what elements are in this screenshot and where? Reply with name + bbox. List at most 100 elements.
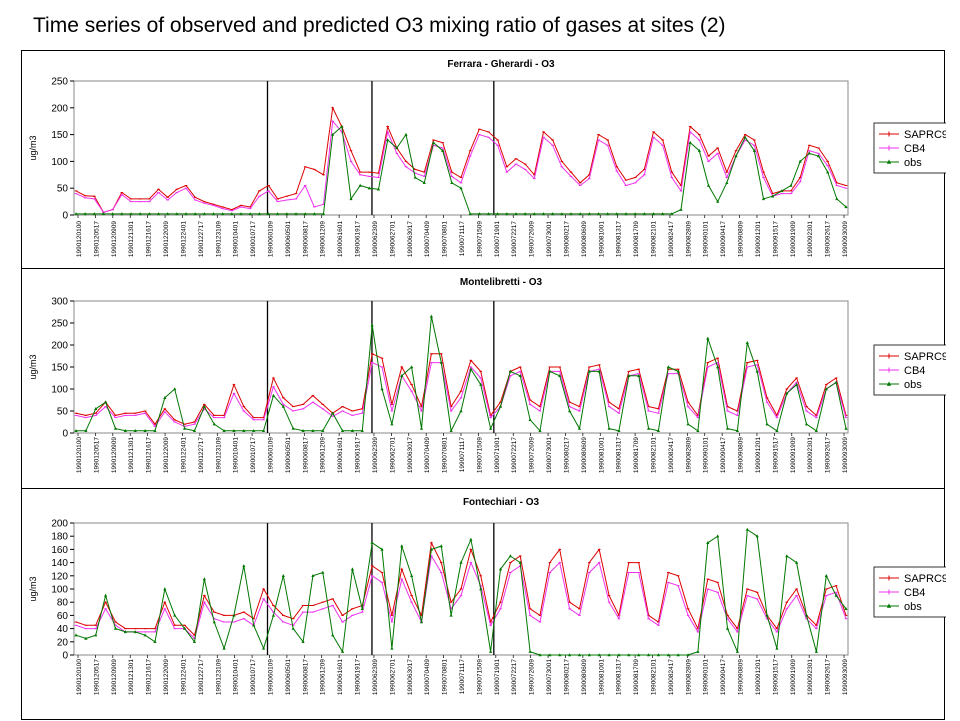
data-point bbox=[725, 626, 730, 630]
x-tick-label: 1990070409 bbox=[424, 221, 431, 258]
data-point bbox=[656, 429, 661, 432]
x-tick-label: 1990010401 bbox=[233, 437, 240, 474]
data-point bbox=[123, 630, 127, 634]
data-point bbox=[182, 626, 187, 630]
legend-label: obs bbox=[904, 601, 922, 613]
data-point bbox=[597, 653, 601, 657]
data-point bbox=[541, 212, 546, 216]
data-point bbox=[752, 148, 756, 152]
data-point bbox=[211, 212, 216, 216]
data-point bbox=[281, 404, 285, 408]
data-point bbox=[202, 212, 206, 216]
x-tick-label: 1990121617 bbox=[146, 659, 153, 696]
data-point bbox=[508, 554, 512, 558]
legend: SAPRC90 CB4 obs bbox=[873, 566, 946, 618]
x-tick-label: 1990071901 bbox=[494, 437, 501, 474]
data-point bbox=[505, 212, 509, 216]
x-tick-label: 1990093009 bbox=[842, 437, 849, 474]
x-tick-label: 1990122717 bbox=[198, 221, 205, 258]
y-tick-label: 100 bbox=[51, 385, 68, 396]
data-point bbox=[804, 613, 809, 617]
chart-ferrara: Ferrara - Gherardi - O3 0 50 100 150 200 250 ug… bbox=[28, 59, 946, 258]
data-point bbox=[666, 653, 670, 657]
data-point bbox=[735, 429, 740, 432]
x-tick-label: 1990060501 bbox=[285, 221, 292, 258]
data-point bbox=[567, 653, 572, 657]
x-tick-label: 1990090417 bbox=[720, 659, 727, 696]
data-point bbox=[716, 534, 720, 538]
data-point bbox=[104, 400, 108, 404]
data-point bbox=[558, 374, 562, 377]
data-point bbox=[173, 613, 177, 617]
data-point bbox=[252, 429, 256, 432]
data-point bbox=[642, 212, 646, 216]
data-point bbox=[558, 653, 562, 657]
data-point bbox=[798, 159, 802, 163]
x-tick-label: 1990120100 bbox=[76, 437, 83, 474]
data-point bbox=[780, 189, 784, 193]
data-point bbox=[390, 646, 394, 650]
data-point bbox=[138, 212, 142, 216]
data-point bbox=[281, 574, 285, 577]
data-point bbox=[271, 613, 276, 617]
data-point bbox=[232, 429, 236, 432]
x-tick-label: 1990091201 bbox=[755, 221, 762, 258]
x-tick-label: 1990090417 bbox=[720, 221, 727, 258]
x-tick-label: 1990090809 bbox=[738, 437, 745, 474]
x-tick-label: 1990081001 bbox=[598, 221, 605, 258]
x-tick-label: 1990092301 bbox=[807, 659, 814, 696]
data-point bbox=[596, 212, 601, 216]
data-point bbox=[358, 183, 362, 187]
data-point bbox=[321, 212, 326, 216]
x-tick-label: 1990080609 bbox=[581, 437, 588, 474]
series-obs bbox=[74, 314, 848, 433]
data-point bbox=[498, 567, 503, 571]
data-point bbox=[410, 365, 414, 369]
x-tick-label: 1990092617 bbox=[825, 437, 832, 474]
data-point bbox=[147, 212, 151, 216]
data-point bbox=[367, 186, 371, 190]
x-tick-label: 1990080609 bbox=[581, 221, 588, 258]
data-point bbox=[765, 422, 769, 426]
x-tick-label: 1990072217 bbox=[511, 221, 518, 258]
y-tick-label: 20 bbox=[57, 637, 69, 648]
data-point bbox=[222, 429, 226, 432]
data-point bbox=[489, 649, 493, 653]
x-tick-label: 1990120100 bbox=[76, 221, 83, 258]
data-point bbox=[350, 429, 355, 432]
y-tick-label: 250 bbox=[51, 77, 68, 88]
data-point bbox=[706, 183, 711, 187]
x-tick-label: 1990091909 bbox=[790, 437, 797, 474]
y-tick-label: 0 bbox=[62, 429, 68, 440]
data-point bbox=[795, 382, 799, 386]
x-tick-label: 1990122009 bbox=[163, 221, 170, 258]
data-point bbox=[301, 429, 305, 432]
data-point bbox=[725, 181, 729, 185]
x-tick-label: 1990081317 bbox=[616, 437, 623, 474]
data-point bbox=[321, 570, 325, 574]
x-tick-label: 1990122009 bbox=[163, 437, 170, 474]
x-tick-label: 1990090417 bbox=[720, 437, 727, 474]
data-point bbox=[627, 653, 631, 657]
data-point bbox=[656, 653, 661, 657]
data-point bbox=[479, 587, 483, 591]
data-point bbox=[311, 429, 315, 432]
data-point bbox=[676, 369, 680, 373]
x-tick-label: 1990062309 bbox=[372, 437, 379, 474]
data-point bbox=[725, 426, 730, 430]
data-point bbox=[459, 560, 463, 564]
x-tick-label: 1990091517 bbox=[772, 437, 779, 474]
data-point bbox=[321, 429, 325, 432]
y-tick-label: 80 bbox=[57, 598, 69, 609]
data-point bbox=[587, 653, 591, 657]
data-point bbox=[804, 422, 809, 426]
chart-panel-montelibretti: Montelibretti - O3 0 50 100 150 200 250 300 ug/m… bbox=[21, 268, 946, 494]
data-point bbox=[627, 374, 631, 377]
data-point bbox=[489, 426, 493, 430]
data-point bbox=[212, 620, 216, 624]
data-point bbox=[771, 194, 775, 198]
x-tick-label: 1990010717 bbox=[250, 221, 257, 258]
x-tick-label: 1990121617 bbox=[146, 221, 153, 258]
data-point bbox=[826, 170, 830, 174]
x-tick-label: 1990061209 bbox=[320, 437, 327, 474]
